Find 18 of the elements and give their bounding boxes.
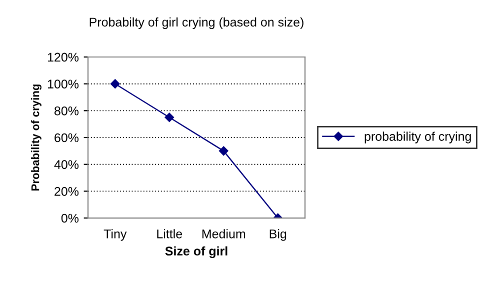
- y-tick-label: 120%: [48, 52, 79, 62]
- y-tick-label: 80%: [54, 106, 79, 116]
- x-tick-label: Big: [270, 229, 286, 241]
- y-tick-label: 20%: [54, 186, 79, 196]
- y-tick-label: 100%: [48, 80, 79, 88]
- x-tick-label: Tiny: [104, 229, 127, 241]
- legend-label: probability of crying: [364, 132, 471, 144]
- x-axis-title: Size of girl: [165, 246, 228, 258]
- y-tick-label: 40%: [54, 160, 79, 169]
- point: [164, 112, 174, 122]
- point: [110, 79, 120, 88]
- point: [219, 146, 228, 156]
- y-tick-label: 60%: [54, 133, 79, 142]
- x-tick-label: Medium: [202, 229, 246, 238]
- x-tick-label: Little: [157, 229, 182, 238]
- y-axis-title: Probability of crying: [31, 84, 42, 190]
- y-tick-label: 0%: [61, 214, 79, 223]
- chart-title: Probabilty of girl crying (based on size): [90, 17, 304, 30]
